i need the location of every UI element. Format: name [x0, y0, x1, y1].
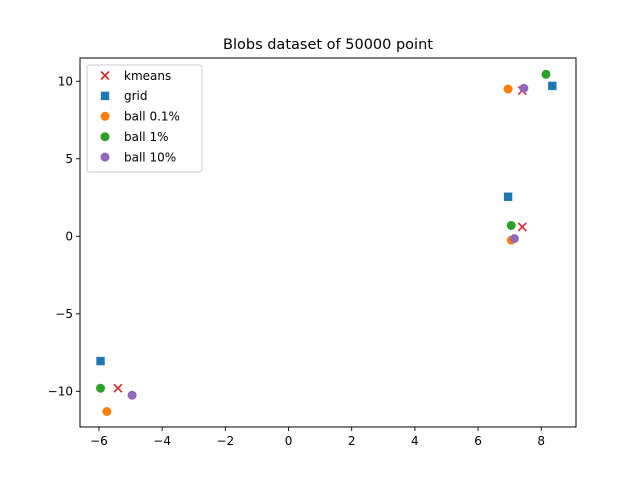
x-tick-label: 0 — [285, 434, 293, 448]
axes-frame — [79, 57, 577, 428]
y-axis: −10 −5 0 5 10 — [48, 75, 80, 399]
legend-label-ball-10: ball 10% — [124, 150, 176, 164]
legend-marker-kmeans — [100, 70, 110, 81]
x-tick-label: 6 — [474, 434, 482, 448]
point-kmeans-3-stroke-b — [113, 383, 123, 393]
point-grid-2 — [503, 192, 513, 201]
point-ball-10-1 — [519, 83, 529, 93]
x-tick-label: −6 — [90, 434, 108, 448]
legend-label-kmeans: kmeans — [124, 69, 171, 83]
y-tick-label: −10 — [48, 385, 73, 399]
chart-title: Blobs dataset of 50000 point — [223, 37, 433, 53]
legend-marker-ball-1 — [100, 132, 110, 142]
legend-marker-grid — [100, 91, 110, 101]
y-tick-label: 10 — [58, 75, 73, 89]
point-ball-10-3 — [127, 390, 137, 400]
y-tick-label: −5 — [55, 307, 73, 321]
plot-marks — [96, 69, 557, 416]
x-tick-label: −2 — [216, 434, 234, 448]
x-tick-label: 8 — [537, 434, 545, 448]
point-ball-0-1-3 — [102, 406, 112, 416]
legend: kmeans grid ball 0.1% ball 1% ball 10% — [86, 64, 203, 173]
point-ball-1-2 — [506, 220, 516, 230]
y-tick-label: 5 — [65, 152, 73, 166]
legend-marker-ball-10 — [100, 152, 110, 162]
point-ball-10-2 — [509, 234, 519, 244]
legend-marker-kmeans-stroke-b — [100, 70, 110, 81]
legend-label-ball-0-1: ball 0.1% — [124, 110, 180, 124]
x-axis: −6 −4 −2 0 2 4 6 8 — [90, 427, 545, 448]
legend-label-grid: grid — [124, 89, 148, 103]
point-ball-0-1-1 — [503, 84, 513, 94]
point-kmeans-3 — [113, 383, 123, 393]
point-ball-1-3 — [96, 383, 106, 393]
legend-marker-ball-0-1 — [100, 111, 110, 121]
point-ball-1-1 — [541, 69, 551, 79]
y-tick-label: 0 — [65, 230, 73, 244]
point-grid-1 — [548, 81, 557, 91]
x-tick-label: 2 — [348, 434, 356, 448]
point-kmeans-2 — [517, 222, 527, 232]
x-tick-label: −4 — [153, 434, 171, 448]
point-kmeans-2-stroke-b — [517, 222, 527, 232]
x-tick-label: 4 — [411, 434, 419, 448]
legend-box — [86, 64, 203, 173]
legend-label-ball-1: ball 1% — [124, 130, 169, 144]
point-grid-3 — [96, 356, 105, 366]
